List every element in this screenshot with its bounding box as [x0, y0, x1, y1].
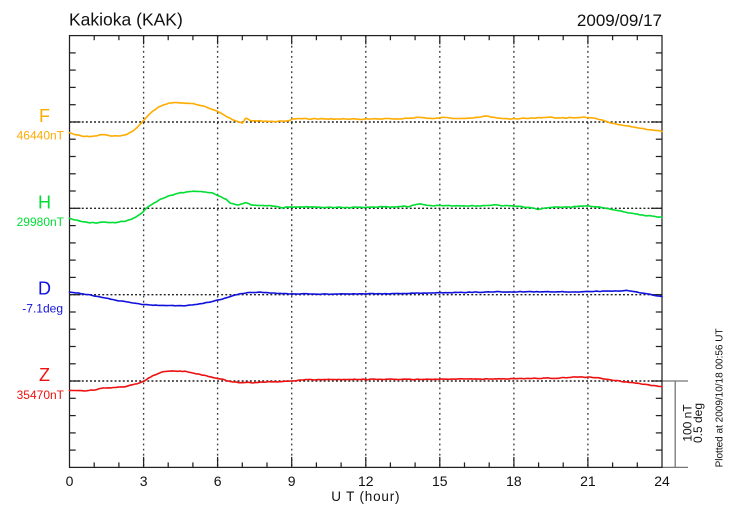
svg-text:24: 24 — [654, 473, 670, 489]
svg-text:U T (hour): U T (hour) — [331, 489, 400, 504]
svg-text:Z: Z — [39, 365, 50, 385]
svg-text:-7.1deg: -7.1deg — [22, 301, 63, 315]
svg-text:15: 15 — [432, 473, 448, 489]
svg-text:0: 0 — [66, 473, 74, 489]
svg-text:2009/09/17: 2009/09/17 — [577, 11, 662, 30]
svg-text:Plotted at 2009/10/18 00:56 UT: Plotted at 2009/10/18 00:56 UT — [715, 328, 726, 467]
svg-text:6: 6 — [214, 473, 222, 489]
svg-text:3: 3 — [140, 473, 148, 489]
svg-text:H: H — [38, 192, 51, 212]
svg-text:21: 21 — [580, 473, 596, 489]
svg-text:0.5 deg: 0.5 deg — [691, 403, 705, 443]
svg-text:F: F — [39, 106, 50, 126]
svg-text:46440nT: 46440nT — [17, 129, 65, 143]
svg-text:100 nT: 100 nT — [681, 404, 695, 442]
svg-text:9: 9 — [288, 473, 296, 489]
svg-text:12: 12 — [358, 473, 374, 489]
svg-text:Kakioka (KAK): Kakioka (KAK) — [69, 9, 183, 29]
svg-text:35470nT: 35470nT — [17, 388, 65, 402]
svg-text:29980nT: 29980nT — [17, 215, 65, 229]
svg-text:18: 18 — [506, 473, 522, 489]
svg-text:D: D — [38, 279, 51, 299]
